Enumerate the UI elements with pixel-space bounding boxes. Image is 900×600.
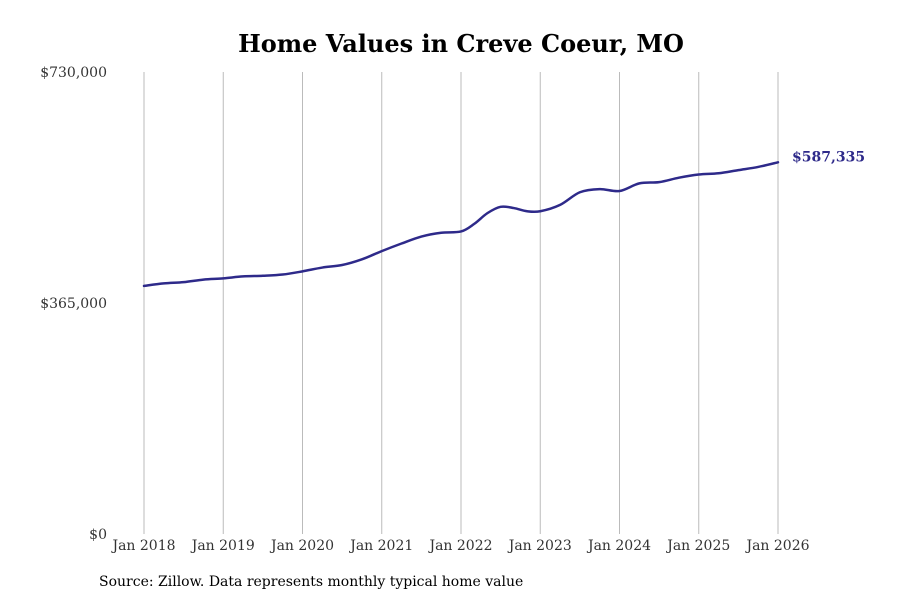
y-axis-ticks: $0 $365,000 $730,000 [40,65,107,543]
x-tick-label: Jan 2023 [507,538,572,554]
y-tick-label: $0 [89,527,107,543]
end-value-label: $587,335 [792,149,865,165]
x-tick-label: Jan 2022 [427,538,492,554]
y-tick-label: $365,000 [40,296,107,312]
x-tick-label: Jan 2018 [110,538,175,554]
source-note: Source: Zillow. Data represents monthly … [99,574,524,590]
x-tick-label: Jan 2020 [269,538,334,554]
x-tick-label: Jan 2019 [190,538,255,554]
x-axis-ticks: Jan 2018 Jan 2019 Jan 2020 Jan 2021 Jan 2022… [110,538,809,554]
y-tick-label: $730,000 [40,65,107,81]
x-tick-label: Jan 2026 [744,538,809,554]
series-group: $587,335 [142,149,865,288]
series-line-0 [142,161,780,288]
x-tick-label: Jan 2025 [665,538,730,554]
chart-title: Home Values in Creve Coeur, MO [238,29,684,58]
x-tick-label: Jan 2024 [586,538,651,554]
grid-lines [143,72,779,534]
x-tick-label: Jan 2021 [348,538,413,554]
